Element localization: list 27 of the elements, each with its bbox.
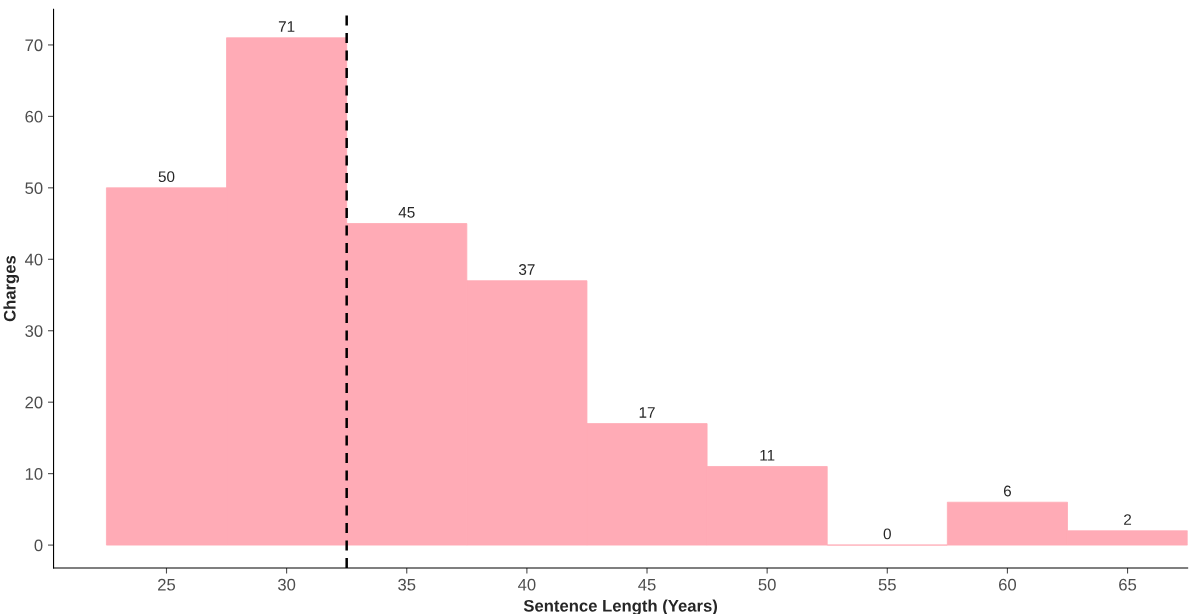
y-tick-label: 0 [34, 539, 43, 552]
data-label: 17 [639, 407, 655, 418]
x-tick-label: 55 [878, 578, 896, 591]
data-label: 2 [1124, 514, 1132, 525]
y-axis-title: Charges [3, 255, 20, 322]
x-tick-label: 50 [758, 578, 776, 591]
data-label: 11 [760, 450, 775, 461]
x-tick-label: 30 [277, 578, 296, 591]
data-label: 0 [883, 528, 891, 540]
x-tick-label: 25 [158, 578, 176, 591]
data-label: 6 [1003, 485, 1011, 497]
y-tick-label: 30 [25, 325, 43, 337]
y-tick-label: 10 [25, 468, 43, 480]
y-tick-label: 40 [24, 253, 43, 266]
x-tick-label: 60 [999, 578, 1017, 591]
data-label: 37 [518, 264, 535, 275]
x-tick-label: 35 [398, 578, 416, 591]
data-label: 50 [158, 171, 175, 183]
data-label: 45 [398, 207, 415, 218]
x-tick-label: 40 [517, 578, 536, 591]
y-tick-label: 20 [25, 396, 43, 409]
data-label: 71 [278, 21, 295, 32]
x-tick-label: 45 [638, 578, 656, 591]
y-tick-label: 70 [25, 39, 43, 52]
x-tick-label: 65 [1119, 578, 1137, 591]
y-tick-label: 50 [25, 182, 43, 195]
y-tick-label: 60 [25, 110, 43, 123]
